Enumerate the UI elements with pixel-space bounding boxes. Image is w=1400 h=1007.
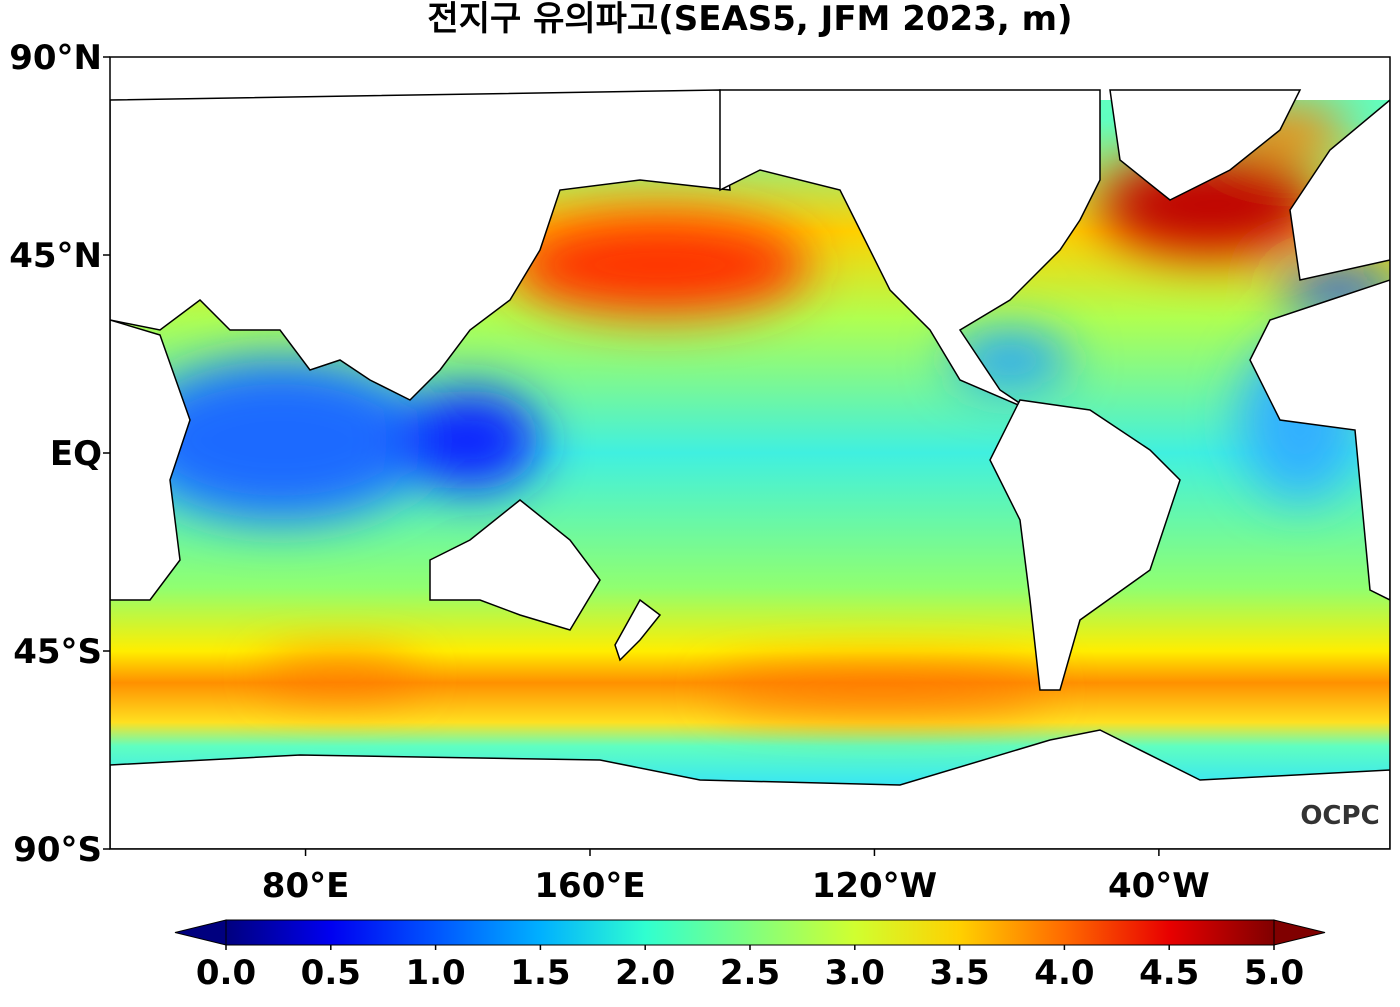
eurasia	[110, 89, 731, 401]
africa-east	[110, 319, 191, 601]
y-tick-label: 45°N	[9, 236, 102, 276]
colorbar-tick-label: 2.5	[720, 953, 780, 993]
colorbar-tick-label: 3.0	[825, 953, 885, 993]
x-tick-label: 80°E	[262, 866, 350, 906]
colorbar-tick-label: 1.0	[405, 953, 465, 993]
colorbar-tick-label: 0.5	[301, 953, 361, 993]
map-field	[110, 57, 1390, 849]
colorbar-tick-label: 5.0	[1244, 953, 1304, 993]
africa-west	[1249, 279, 1390, 601]
colorbar-tick-label: 4.0	[1034, 953, 1094, 993]
logo: OCPC	[1300, 801, 1379, 831]
colorbar-body	[225, 919, 1275, 946]
y-tick-label: 45°S	[13, 632, 102, 672]
title: 전지구 유의파고(SEAS5, JFM 2023, m)	[427, 0, 1072, 39]
south-america	[989, 399, 1181, 691]
colorbar: 0.0 0.5 1.0 1.5 2.0 2.5 3.0 3.5 4.0 4.5 5.0	[174, 919, 1326, 993]
colorbar-extend-low	[174, 919, 227, 946]
colorbar-tick-label: 1.5	[510, 953, 570, 993]
x-tick-label: 40°W	[1108, 866, 1210, 906]
colorbar-tick-label: 3.5	[929, 953, 989, 993]
europe	[1289, 99, 1390, 281]
antarctica	[110, 729, 1390, 849]
greenland	[1109, 89, 1302, 201]
colorbar-tick-label: 2.0	[615, 953, 675, 993]
new-zealand	[614, 598, 662, 662]
australia	[429, 499, 601, 631]
colorbar-tick-label: 0.0	[196, 953, 256, 993]
y-tick-label: EQ	[50, 434, 102, 474]
colorbar-extend-high	[1273, 919, 1326, 946]
y-tick-label: 90°S	[13, 830, 102, 870]
x-tick-label: 160°E	[534, 866, 645, 906]
colorbar-tick-label: 4.5	[1139, 953, 1199, 993]
y-tick-label: 90°N	[9, 38, 102, 78]
x-tick-label: 120°W	[812, 866, 937, 906]
